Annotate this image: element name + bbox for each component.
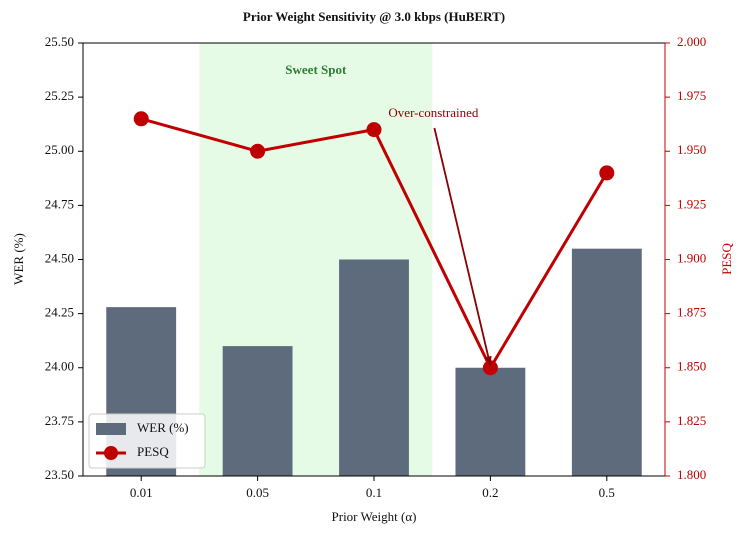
x-tick-label: 0.01 (130, 485, 153, 500)
legend-label: PESQ (137, 444, 169, 459)
bar (339, 259, 409, 476)
y2-tick-label: 2.000 (677, 34, 706, 49)
y2-tick-label: 1.950 (677, 142, 706, 157)
bar (455, 367, 526, 476)
x-tick-label: 0.05 (246, 485, 269, 500)
annotation-arrow (433, 127, 492, 366)
y-tick-label: 25.00 (45, 142, 74, 157)
bar (571, 248, 642, 476)
y-tick-label: 24.25 (45, 305, 74, 320)
bar (222, 346, 293, 476)
point (366, 122, 382, 138)
point (250, 143, 266, 159)
y-tick-label: 23.75 (45, 413, 74, 428)
annotation-arrowhead (484, 355, 492, 366)
x-axis-label: Prior Weight (α) (332, 509, 417, 524)
point (599, 165, 615, 181)
legend-marker (104, 446, 118, 460)
y2-tick-label: 1.800 (677, 467, 706, 482)
y-tick-label: 25.25 (45, 88, 74, 103)
y-tick-label: 25.50 (45, 34, 74, 49)
y2-tick-label: 1.900 (677, 250, 706, 265)
point (133, 111, 149, 127)
y2-axis-label: PESQ (719, 242, 734, 274)
point (482, 360, 498, 376)
x-tick-label: 0.5 (599, 485, 615, 500)
y2-tick-label: 1.875 (677, 305, 706, 320)
y-tick-label: 23.50 (45, 467, 74, 482)
legend-label: WER (%) (137, 420, 189, 435)
y2-tick-label: 1.975 (677, 88, 706, 103)
x-tick-label: 0.1 (366, 485, 382, 500)
y-tick-label: 24.75 (45, 196, 74, 211)
highlight-label: Sweet Spot (285, 62, 347, 77)
y-tick-label: 24.50 (45, 250, 74, 265)
y2-tick-label: 1.925 (677, 196, 706, 211)
y-axis-label: WER (%) (11, 233, 26, 285)
legend-swatch (96, 423, 126, 435)
y2-tick-label: 1.850 (677, 359, 706, 374)
chart-title: Prior Weight Sensitivity @ 3.0 kbps (HuB… (243, 9, 505, 24)
annotation-text: Over-constrained (388, 105, 478, 120)
y2-tick-label: 1.825 (677, 413, 706, 428)
y-tick-label: 24.00 (45, 359, 74, 374)
x-tick-label: 0.2 (482, 485, 498, 500)
